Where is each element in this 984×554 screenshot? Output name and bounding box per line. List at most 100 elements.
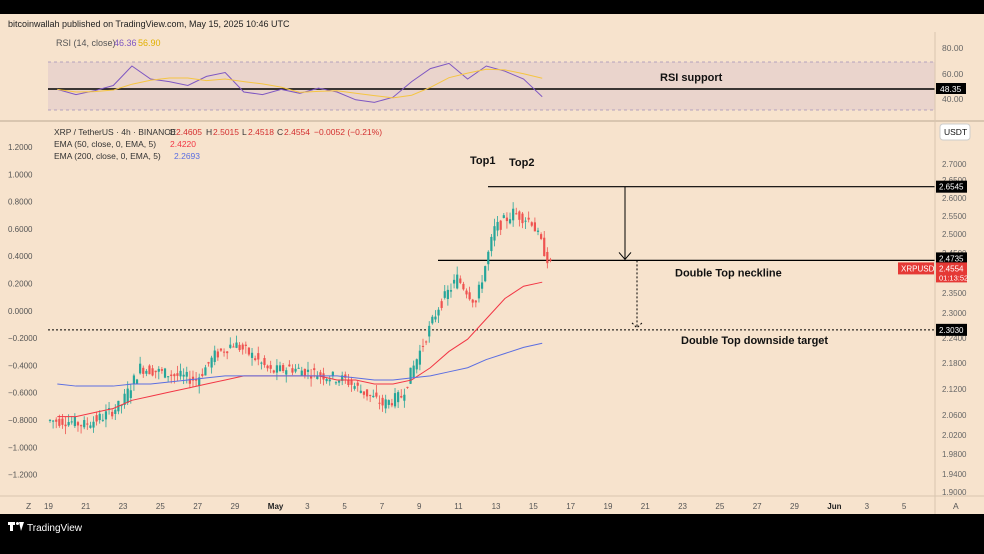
price-axis-tick: 2.0200 [942,431,967,440]
rsi-legend-name: RSI (14, close) [56,38,116,48]
candle-body [170,374,173,377]
price-axis-tick: 1.9000 [942,488,967,497]
ohlc-o: 2.4605 [176,127,202,137]
symbol-line: XRP / TetherUS · 4h · BINANCE [54,127,176,137]
candle-body [316,376,319,380]
header-bar [0,14,984,32]
pane-separator[interactable] [0,120,984,122]
pattern-levels [48,186,935,331]
candle-body [86,423,89,425]
rsi-tick-80: 80.00 [942,43,964,53]
candle-body [232,346,235,348]
rsi-lines [57,62,543,103]
left-axis-tick: −1.0000 [8,443,38,452]
candle-body [297,367,300,369]
price-axis-tick: 1.9800 [942,450,967,459]
candle-body [530,222,533,226]
price-axis-tick: 2.6500 [942,176,967,185]
candle-body [499,220,502,230]
time-axis[interactable] [0,496,984,514]
candle-body [502,215,505,218]
candle-body [362,391,366,395]
candle-body [263,358,266,366]
ohlc-l-label: L [242,127,247,137]
candle-body [527,217,530,220]
candle-body [359,390,362,393]
left-axis-tick: 0.0000 [8,307,33,316]
candle-body [145,370,148,374]
candle-body [250,352,254,358]
candle-body [471,299,474,303]
ema50-value: 2.4220 [170,139,196,149]
candle-body [129,390,132,398]
candle-body [266,365,269,369]
ohlc-c-label: C [277,127,283,137]
candle-body [104,411,108,420]
candle-body [313,368,316,371]
price-axis-tick: 2.0600 [942,411,967,420]
time-axis-tick: 23 [119,502,128,511]
candle-body [397,392,400,403]
candle-body [204,367,207,376]
time-ticks: 19 21 23 25 27 29 May 3 5 7 9 11 13 15 17 19 21 23 25 27 29 J… [44,502,907,511]
candle-body [142,367,145,374]
candle-body [425,341,428,343]
candle-body [378,402,381,404]
price-axis-tick: 2.3000 [942,309,967,318]
candle-body [135,379,139,384]
left-axis-tick: −0.2000 [8,334,38,343]
footer-logo-text: TradingView [27,523,83,534]
candle-body [412,365,415,378]
candle-body [415,359,418,370]
ohlc-change: −0.0052 (−0.21%) [314,127,382,137]
currency-button-label: USDT [944,127,967,137]
time-axis-tick: 27 [193,502,202,511]
candle-body [468,292,471,300]
time-axis-tick: 15 [529,502,538,511]
candle-body [260,362,263,364]
candle-body [285,370,288,375]
ema-lines [57,281,543,418]
main-legend: XRP / TetherUS · 4h · BINANCE O 2.4605 H… [54,127,382,161]
time-axis-tick: 3 [305,502,310,511]
candle-body [254,358,257,361]
ohlc-h: 2.5015 [213,127,239,137]
candle-body [275,365,279,373]
candle-body [216,351,219,358]
candle-body [126,388,129,403]
candle-body [278,365,282,372]
candle-body [291,368,294,373]
candle-body [533,222,536,232]
time-axis-tick: 17 [566,502,575,511]
candle-body [496,221,499,231]
candle-body [176,373,179,376]
rsi-axis [935,32,984,120]
target-tag: 2.3030 [939,326,964,335]
candle-body [151,368,154,376]
candle-body [52,420,55,422]
time-axis-tick: 25 [715,502,724,511]
candle-body [201,373,204,377]
candle-body [300,370,303,376]
candle-body [210,357,213,368]
candles [48,202,552,435]
candle-body [185,371,188,377]
candle-body [390,403,394,406]
candle-body [480,282,484,289]
time-axis-tick: 7 [380,502,385,511]
time-axis-corner-left[interactable]: Z [26,501,31,511]
candle-body [257,353,260,360]
time-axis-tick: 5 [342,502,347,511]
candle-body [306,369,310,372]
candle-body [95,415,98,422]
candle-body [303,368,306,377]
time-axis-tick: May [268,502,284,511]
candle-body [241,344,244,350]
ema200-value: 2.2693 [174,151,200,161]
candle-body [207,362,210,364]
measure-arrow-head [618,252,632,261]
currency-button[interactable] [939,123,971,141]
ohlc-l: 2.4518 [248,127,274,137]
time-axis-corner-right[interactable]: A [953,501,959,511]
